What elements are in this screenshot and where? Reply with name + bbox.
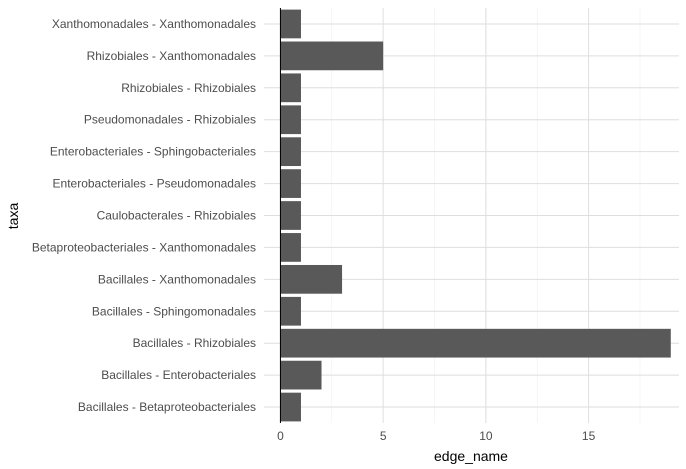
y-tick-label: Enterobacteriales - Pseudomonadales <box>53 177 256 191</box>
y-tick-label: Bacillales - Xanthomonadales <box>98 272 256 286</box>
x-tick-label: 0 <box>277 429 284 443</box>
bar <box>280 9 301 39</box>
y-tick-label: Bacillales - Enterobacteriales <box>101 368 256 382</box>
bar <box>280 137 301 167</box>
y-tick-label: Bacillales - Rhizobiales <box>133 336 256 350</box>
bar <box>280 264 343 294</box>
x-tick-label: 10 <box>479 429 493 443</box>
x-axis-title: edge_name <box>434 448 508 464</box>
bars <box>279 8 671 423</box>
y-tick-label: Bacillales - Sphingomonadales <box>92 304 256 318</box>
bar <box>280 105 301 135</box>
y-axis-title: taxa <box>5 203 21 230</box>
y-tick-label: Xanthomonadales - Xanthomonadales <box>52 17 256 31</box>
bar <box>280 392 301 422</box>
x-tick-labels: 0 5 10 15 <box>277 429 596 443</box>
bar <box>280 73 301 103</box>
y-tick-label: Pseudomonadales - Rhizobiales <box>84 113 256 127</box>
bar <box>280 328 671 358</box>
y-tick-label: Caulobacterales - Rhizobiales <box>97 209 256 223</box>
grid-lines <box>264 8 679 423</box>
y-tick-label: Rhizobiales - Rhizobiales <box>121 81 256 95</box>
y-tick-label: Betaproteobacteriales - Xanthomonadales <box>32 240 256 254</box>
bar <box>280 41 384 71</box>
x-tick-label: 5 <box>380 429 387 443</box>
bar <box>280 360 322 390</box>
bar <box>280 169 301 198</box>
x-tick-label: 15 <box>582 429 596 443</box>
y-tick-label: Rhizobiales - Xanthomonadales <box>87 49 256 63</box>
y-tick-label: Bacillales - Betaproteobacteriales <box>78 400 256 414</box>
bar <box>280 296 301 326</box>
bar <box>280 233 301 262</box>
y-tick-labels: Xanthomonadales - Xanthomonadales Rhizobi… <box>32 17 256 414</box>
bar <box>280 201 301 230</box>
y-tick-label: Enterobacteriales - Sphingobacteriales <box>50 145 256 159</box>
